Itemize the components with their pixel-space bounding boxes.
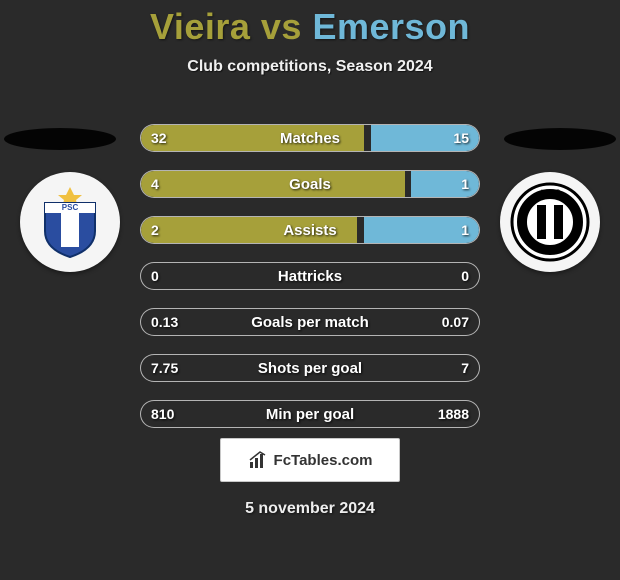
stat-row: Min per goal810 1888 [140, 400, 480, 428]
comparison-card: Vieira vs Emerson Club competitions, Sea… [0, 0, 620, 580]
stat-row: Shots per goal7.75 7 [140, 354, 480, 382]
stat-value-right: 0.07 [442, 314, 469, 330]
stat-value-left: 7.75 [151, 360, 178, 376]
date-text: 5 november 2024 [0, 500, 620, 518]
brand-box: FcTables.com [220, 438, 400, 482]
player2-name: Emerson [312, 6, 470, 47]
stat-value-left: 810 [151, 406, 174, 422]
stat-value-right: 7 [461, 360, 469, 376]
stat-value-right: 1888 [438, 406, 469, 422]
stat-label: Shots per goal [141, 360, 479, 377]
svg-text:A.A.P.P: A.A.P.P [540, 190, 560, 196]
stat-label: Goals [141, 176, 479, 193]
shadow-right [504, 128, 616, 150]
club-badge-right: A.A.P.P [500, 172, 600, 272]
paysandu-crest-icon: PSC [31, 183, 109, 261]
stat-value-left: 2 [151, 222, 159, 238]
brand-text: FcTables.com [274, 452, 373, 469]
vs-text: vs [261, 6, 302, 47]
stat-row: Matches32 15 [140, 124, 480, 152]
club-badge-left: PSC [20, 172, 120, 272]
stat-label: Hattricks [141, 268, 479, 285]
stat-value-left: 32 [151, 130, 167, 146]
svg-text:PSC: PSC [62, 203, 79, 212]
stat-value-right: 0 [461, 268, 469, 284]
stat-label: Assists [141, 222, 479, 239]
stat-row: Assists2 1 [140, 216, 480, 244]
page-title: Vieira vs Emerson [0, 0, 620, 48]
stat-label: Matches [141, 130, 479, 147]
chart-icon [248, 450, 268, 470]
stat-row: Goals per match0.13 0.07 [140, 308, 480, 336]
shadow-left [4, 128, 116, 150]
stat-value-left: 0 [151, 268, 159, 284]
stat-value-left: 4 [151, 176, 159, 192]
stat-row: Hattricks0 0 [140, 262, 480, 290]
stats-container: Matches3215Goals41Assists21Hattricks00Go… [140, 124, 480, 446]
stat-value-right: 15 [453, 130, 469, 146]
stat-value-right: 1 [461, 176, 469, 192]
subtitle: Club competitions, Season 2024 [0, 58, 620, 76]
stat-value-left: 0.13 [151, 314, 178, 330]
player1-name: Vieira [150, 6, 250, 47]
stat-label: Goals per match [141, 314, 479, 331]
stat-row: Goals4 1 [140, 170, 480, 198]
stat-value-right: 1 [461, 222, 469, 238]
stat-label: Min per goal [141, 406, 479, 423]
ponte-preta-crest-icon: A.A.P.P [509, 181, 591, 263]
